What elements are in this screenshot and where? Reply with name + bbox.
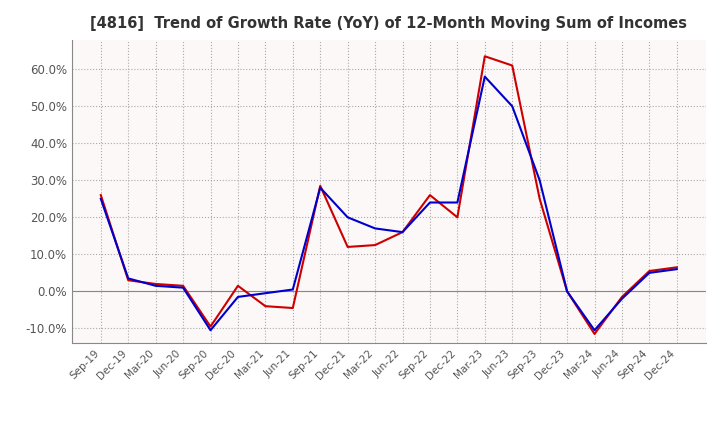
Ordinary Income Growth Rate: [563, 289, 572, 294]
Ordinary Income Growth Rate: [261, 290, 270, 296]
Net Income Growth Rate: [563, 289, 572, 294]
Line: Net Income Growth Rate: Net Income Growth Rate: [101, 56, 677, 334]
Ordinary Income Growth Rate: [508, 103, 516, 109]
Ordinary Income Growth Rate: [124, 276, 132, 281]
Ordinary Income Growth Rate: [151, 283, 160, 289]
Ordinary Income Growth Rate: [645, 270, 654, 275]
Ordinary Income Growth Rate: [398, 230, 407, 235]
Net Income Growth Rate: [179, 283, 187, 289]
Net Income Growth Rate: [426, 192, 434, 198]
Ordinary Income Growth Rate: [590, 328, 599, 333]
Ordinary Income Growth Rate: [343, 215, 352, 220]
Net Income Growth Rate: [618, 294, 626, 300]
Ordinary Income Growth Rate: [480, 74, 489, 79]
Net Income Growth Rate: [233, 283, 242, 289]
Net Income Growth Rate: [206, 324, 215, 329]
Net Income Growth Rate: [289, 305, 297, 311]
Net Income Growth Rate: [96, 192, 105, 198]
Net Income Growth Rate: [151, 281, 160, 286]
Net Income Growth Rate: [480, 54, 489, 59]
Net Income Growth Rate: [453, 215, 462, 220]
Net Income Growth Rate: [590, 331, 599, 337]
Ordinary Income Growth Rate: [96, 196, 105, 202]
Ordinary Income Growth Rate: [179, 285, 187, 290]
Ordinary Income Growth Rate: [371, 226, 379, 231]
Line: Ordinary Income Growth Rate: Ordinary Income Growth Rate: [101, 77, 677, 330]
Net Income Growth Rate: [343, 244, 352, 249]
Ordinary Income Growth Rate: [233, 294, 242, 300]
Ordinary Income Growth Rate: [453, 200, 462, 205]
Ordinary Income Growth Rate: [536, 178, 544, 183]
Net Income Growth Rate: [316, 183, 325, 188]
Title: [4816]  Trend of Growth Rate (YoY) of 12-Month Moving Sum of Incomes: [4816] Trend of Growth Rate (YoY) of 12-…: [90, 16, 688, 32]
Ordinary Income Growth Rate: [206, 328, 215, 333]
Ordinary Income Growth Rate: [672, 267, 681, 272]
Net Income Growth Rate: [398, 230, 407, 235]
Ordinary Income Growth Rate: [426, 200, 434, 205]
Net Income Growth Rate: [371, 242, 379, 248]
Net Income Growth Rate: [261, 304, 270, 309]
Ordinary Income Growth Rate: [289, 287, 297, 292]
Net Income Growth Rate: [672, 264, 681, 270]
Net Income Growth Rate: [645, 268, 654, 274]
Net Income Growth Rate: [124, 278, 132, 283]
Ordinary Income Growth Rate: [316, 185, 325, 191]
Net Income Growth Rate: [536, 196, 544, 202]
Net Income Growth Rate: [508, 63, 516, 68]
Ordinary Income Growth Rate: [618, 296, 626, 301]
